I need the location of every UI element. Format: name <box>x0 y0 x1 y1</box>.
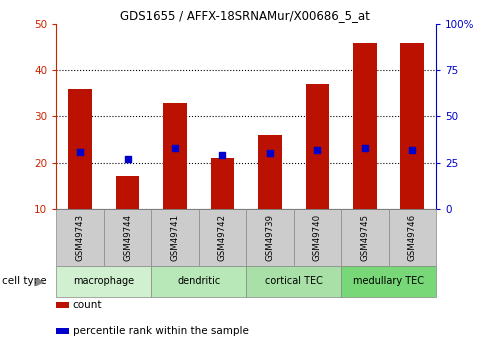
Bar <box>56 209 104 266</box>
Bar <box>104 209 151 266</box>
Text: GDS1655 / AFFX-18SRNAMur/X00686_5_at: GDS1655 / AFFX-18SRNAMur/X00686_5_at <box>120 9 370 22</box>
Text: macrophage: macrophage <box>74 276 134 286</box>
Text: medullary TEC: medullary TEC <box>353 276 424 286</box>
Bar <box>56 266 151 297</box>
Point <box>219 152 226 158</box>
Text: percentile rank within the sample: percentile rank within the sample <box>73 326 248 336</box>
Text: GSM49740: GSM49740 <box>313 214 322 261</box>
Text: cell type: cell type <box>2 276 47 286</box>
Bar <box>341 266 436 297</box>
Bar <box>199 209 246 266</box>
Text: count: count <box>73 300 102 310</box>
Bar <box>258 135 282 209</box>
Text: GSM49743: GSM49743 <box>75 214 85 261</box>
Bar <box>163 102 187 209</box>
Bar <box>341 209 389 266</box>
Text: GSM49744: GSM49744 <box>123 214 132 261</box>
Bar <box>400 42 424 209</box>
Bar <box>306 84 329 209</box>
Text: ▶: ▶ <box>36 277 45 287</box>
Text: cortical TEC: cortical TEC <box>265 276 322 286</box>
Text: GSM49746: GSM49746 <box>408 214 417 261</box>
Bar <box>151 266 246 297</box>
Text: GSM49742: GSM49742 <box>218 214 227 261</box>
Bar <box>353 42 377 209</box>
Point <box>171 145 179 150</box>
Point <box>76 149 84 154</box>
Point <box>409 147 416 152</box>
Bar <box>68 89 92 209</box>
Text: GSM49739: GSM49739 <box>266 214 274 261</box>
Point <box>123 156 131 162</box>
Bar <box>294 209 341 266</box>
Bar <box>389 209 436 266</box>
Point <box>314 147 321 152</box>
Point <box>361 145 369 150</box>
Bar <box>246 266 341 297</box>
Text: GSM49745: GSM49745 <box>361 214 369 261</box>
Point <box>266 150 274 156</box>
Text: dendritic: dendritic <box>177 276 220 286</box>
Bar <box>151 209 199 266</box>
Bar <box>246 209 294 266</box>
Text: GSM49741: GSM49741 <box>171 214 179 261</box>
Bar <box>211 158 234 209</box>
Bar <box>116 176 140 209</box>
